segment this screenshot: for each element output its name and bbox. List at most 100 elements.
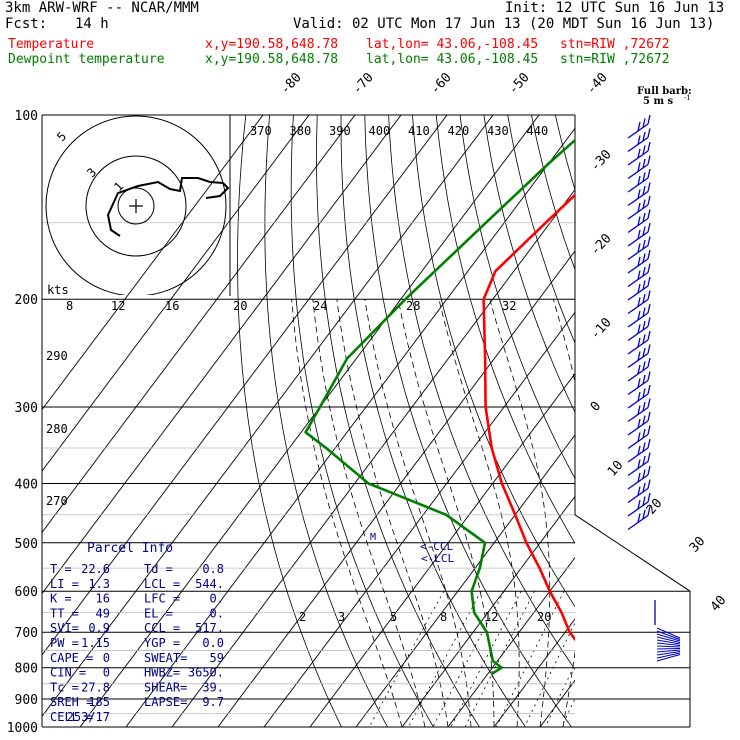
isotherm-line (171, 188, 575, 727)
parcel-value: 253/17 (67, 710, 110, 724)
parcel-value: 16 (96, 592, 110, 606)
wind-barb-flag (637, 499, 641, 510)
parcel-value: 0.8 (202, 562, 224, 576)
mixing-ratio-line (408, 591, 482, 727)
wind-barb-low (656, 645, 681, 648)
hodograph: 531 (45, 115, 231, 296)
parcel-value: CELL = (50, 710, 93, 724)
isotherm-line (79, 115, 540, 727)
parcel-value: 59 (210, 651, 224, 665)
wind-barb-flag (642, 131, 646, 142)
parcel-value: CCL = (144, 621, 180, 635)
parcel-value: LFC = (144, 592, 180, 606)
mixing-ratio-label: 8 (440, 610, 447, 624)
wind-barb-flag (637, 459, 641, 469)
parcel-value: LAPSE= (144, 695, 187, 709)
wind-barb-flag (642, 415, 646, 425)
wind-barb-flag (637, 337, 641, 348)
wind-barb-flag (637, 445, 641, 456)
parcel-value: LI = (50, 577, 79, 591)
wind-barb-flag (647, 249, 651, 260)
parcel-value: 0.0 (202, 636, 224, 650)
pressure-tick-label: 500 (15, 537, 38, 552)
parcel-value: 0 (103, 651, 110, 665)
hodograph-speed-label: 8 (66, 299, 73, 313)
isotherm-line (355, 434, 575, 727)
wind-barb-flag (637, 135, 641, 145)
isotherm-line (309, 372, 575, 727)
isotherm-line (493, 618, 575, 727)
wind-barbs (627, 114, 681, 662)
wind-barb-flag (637, 270, 641, 280)
wind-barb-flag (642, 185, 646, 196)
mixing-ratio-label: 5 (390, 610, 397, 624)
wind-barb-flag (637, 486, 641, 496)
dewpoint-legend: Dewpoint temperature (8, 52, 165, 67)
level-markers: <-CCL <-LCL M (370, 532, 454, 565)
hodograph-ring-label: 5 (54, 129, 69, 144)
wind-barb-flag (642, 199, 646, 209)
theta-label: 430 (487, 124, 509, 138)
hodograph-ring (117, 187, 155, 225)
wind-barb-flag (642, 320, 646, 331)
wind-barb-flag (637, 364, 641, 375)
wind-barb-flag (637, 378, 641, 388)
theta-label: 400 (369, 124, 391, 138)
wind-barb-flag (642, 482, 646, 493)
wind-barb-flag (637, 418, 641, 429)
parcel-value: K = (50, 592, 72, 606)
temperature-latlon: lat,lon= 43.06,-108.45 (366, 37, 539, 52)
wind-barb-flag (642, 469, 646, 479)
wind-barb-flag (637, 405, 641, 415)
isotherm-line (447, 556, 575, 727)
wind-barb-low (656, 649, 681, 653)
theta-label: 370 (250, 124, 272, 138)
wind-barb-flag (647, 438, 651, 449)
wind-barb-flag (647, 398, 651, 408)
parcel-value: CAPE = (50, 651, 93, 665)
theta-label: 380 (290, 124, 312, 138)
wind-barb-flag (637, 432, 641, 442)
init-time: Init: 12 UTC Sun 16 Jun 13 (505, 0, 725, 16)
fcst-value: 14 h (75, 16, 109, 32)
dry-adiabat-line (264, 115, 388, 727)
wind-barb-flag (637, 243, 641, 253)
pressure-tick-label: 700 (15, 626, 38, 641)
temperature-stn: stn=RIW ,72672 (560, 37, 670, 52)
parcel-title: Parcel Info (87, 541, 173, 556)
moist-adiabat-line (336, 299, 449, 727)
isotherm-line (42, 115, 402, 595)
parcel-value: 1.15 (81, 636, 110, 650)
hodograph-ring (85, 155, 187, 257)
wind-barb-flag (647, 141, 651, 152)
dewpoint-xy: x,y=190.58,648.78 (205, 52, 339, 67)
isotherm-line (42, 115, 356, 534)
dry-adiabat-line (507, 115, 575, 345)
mixing-ratio-label: 3 (338, 610, 345, 624)
wind-barb-flag (642, 239, 646, 250)
parcel-value: SWEAT= (144, 651, 187, 665)
wind-barb-flag (637, 256, 641, 267)
dry-adiabat-line (674, 115, 740, 727)
hodograph-speed-label: 32 (502, 299, 516, 313)
wind-barb-low (656, 633, 681, 642)
wind-barb-flag (647, 357, 651, 368)
moist-adiabat-line (438, 299, 520, 727)
wind-barb-low (656, 636, 681, 644)
wind-barb-flag (642, 428, 646, 439)
wind-barb-flag (642, 172, 646, 182)
barb-key-value: 5 m s (643, 96, 674, 107)
dry-adiabat-line (459, 115, 575, 480)
hodograph-ring (45, 115, 227, 295)
wind-barb-low (656, 627, 681, 639)
dry-adiabat-line (364, 115, 572, 727)
wind-barb-flag (642, 266, 646, 277)
wind-barb-flag (647, 411, 651, 422)
parcel-value: 3650. (188, 666, 224, 680)
wind-barb-flag (642, 347, 646, 358)
wind-barb-low (656, 650, 681, 656)
dewpoint-stn: stn=RIW ,72672 (560, 52, 670, 67)
parcel-value: 517. (195, 621, 224, 635)
wind-barb-flag (637, 324, 641, 334)
